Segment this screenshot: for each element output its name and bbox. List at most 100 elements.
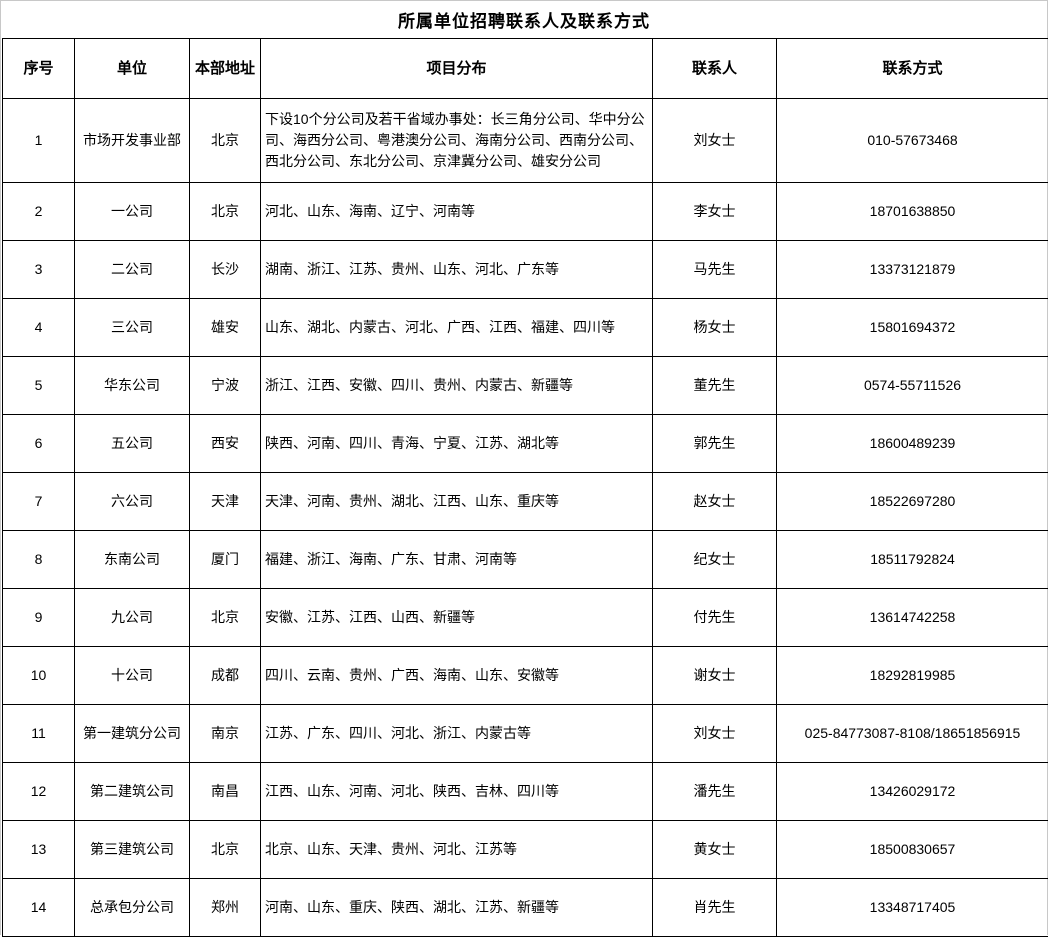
cell-no: 1 bbox=[3, 99, 75, 183]
cell-no: 10 bbox=[3, 647, 75, 705]
cell-contact: 肖先生 bbox=[653, 879, 777, 937]
cell-hq: 宁波 bbox=[190, 357, 261, 415]
cell-projects: 江西、山东、河南、河北、陕西、吉林、四川等 bbox=[261, 763, 653, 821]
cell-projects: 福建、浙江、海南、广东、甘肃、河南等 bbox=[261, 531, 653, 589]
cell-projects: 河北、山东、海南、辽宁、河南等 bbox=[261, 183, 653, 241]
cell-no: 8 bbox=[3, 531, 75, 589]
cell-projects: 四川、云南、贵州、广西、海南、山东、安徽等 bbox=[261, 647, 653, 705]
table-row: 9 九公司 北京 安徽、江苏、江西、山西、新疆等 付先生 13614742258 bbox=[3, 589, 1048, 647]
cell-unit: 五公司 bbox=[75, 415, 190, 473]
header-phone: 联系方式 bbox=[777, 39, 1048, 99]
cell-contact: 马先生 bbox=[653, 241, 777, 299]
cell-contact: 谢女士 bbox=[653, 647, 777, 705]
table-row: 8 东南公司 厦门 福建、浙江、海南、广东、甘肃、河南等 纪女士 1851179… bbox=[3, 531, 1048, 589]
cell-no: 11 bbox=[3, 705, 75, 763]
cell-contact: 潘先生 bbox=[653, 763, 777, 821]
cell-contact: 纪女士 bbox=[653, 531, 777, 589]
cell-hq: 北京 bbox=[190, 183, 261, 241]
cell-hq: 西安 bbox=[190, 415, 261, 473]
cell-phone: 18522697280 bbox=[777, 473, 1048, 531]
cell-hq: 厦门 bbox=[190, 531, 261, 589]
cell-contact: 黄女士 bbox=[653, 821, 777, 879]
cell-hq: 北京 bbox=[190, 589, 261, 647]
cell-unit: 十公司 bbox=[75, 647, 190, 705]
cell-contact: 刘女士 bbox=[653, 705, 777, 763]
table-row: 1 市场开发事业部 北京 下设10个分公司及若干省域办事处：长三角分公司、华中分… bbox=[3, 99, 1048, 183]
title-bar: 所属单位招聘联系人及联系方式 bbox=[1, 1, 1047, 38]
cell-contact: 赵女士 bbox=[653, 473, 777, 531]
cell-contact: 郭先生 bbox=[653, 415, 777, 473]
cell-phone: 18701638850 bbox=[777, 183, 1048, 241]
page-title: 所属单位招聘联系人及联系方式 bbox=[398, 7, 650, 32]
cell-phone: 18600489239 bbox=[777, 415, 1048, 473]
cell-unit: 二公司 bbox=[75, 241, 190, 299]
table-row: 3 二公司 长沙 湖南、浙江、江苏、贵州、山东、河北、广东等 马先生 13373… bbox=[3, 241, 1048, 299]
cell-unit: 总承包分公司 bbox=[75, 879, 190, 937]
cell-hq: 雄安 bbox=[190, 299, 261, 357]
table-row: 5 华东公司 宁波 浙江、江西、安徽、四川、贵州、内蒙古、新疆等 董先生 057… bbox=[3, 357, 1048, 415]
cell-contact: 刘女士 bbox=[653, 99, 777, 183]
cell-unit: 第一建筑分公司 bbox=[75, 705, 190, 763]
cell-projects: 北京、山东、天津、贵州、河北、江苏等 bbox=[261, 821, 653, 879]
cell-unit: 三公司 bbox=[75, 299, 190, 357]
cell-no: 9 bbox=[3, 589, 75, 647]
cell-contact: 杨女士 bbox=[653, 299, 777, 357]
cell-unit: 市场开发事业部 bbox=[75, 99, 190, 183]
cell-contact: 付先生 bbox=[653, 589, 777, 647]
table-row: 10 十公司 成都 四川、云南、贵州、广西、海南、山东、安徽等 谢女士 1829… bbox=[3, 647, 1048, 705]
cell-projects: 河南、山东、重庆、陕西、湖北、江苏、新疆等 bbox=[261, 879, 653, 937]
header-unit: 单位 bbox=[75, 39, 190, 99]
table-row: 4 三公司 雄安 山东、湖北、内蒙古、河北、广西、江西、福建、四川等 杨女士 1… bbox=[3, 299, 1048, 357]
cell-phone: 18292819985 bbox=[777, 647, 1048, 705]
cell-unit: 东南公司 bbox=[75, 531, 190, 589]
cell-unit: 第二建筑公司 bbox=[75, 763, 190, 821]
table-row: 11 第一建筑分公司 南京 江苏、广东、四川、河北、浙江、内蒙古等 刘女士 02… bbox=[3, 705, 1048, 763]
cell-projects: 下设10个分公司及若干省域办事处：长三角分公司、华中分公司、海西分公司、粤港澳分… bbox=[261, 99, 653, 183]
cell-hq: 长沙 bbox=[190, 241, 261, 299]
cell-unit: 一公司 bbox=[75, 183, 190, 241]
cell-contact: 董先生 bbox=[653, 357, 777, 415]
cell-no: 13 bbox=[3, 821, 75, 879]
table-row: 6 五公司 西安 陕西、河南、四川、青海、宁夏、江苏、湖北等 郭先生 18600… bbox=[3, 415, 1048, 473]
cell-phone: 13426029172 bbox=[777, 763, 1048, 821]
cell-phone: 18511792824 bbox=[777, 531, 1048, 589]
cell-projects: 天津、河南、贵州、湖北、江西、山东、重庆等 bbox=[261, 473, 653, 531]
cell-no: 6 bbox=[3, 415, 75, 473]
cell-phone: 0574-55711526 bbox=[777, 357, 1048, 415]
cell-no: 5 bbox=[3, 357, 75, 415]
table-row: 2 一公司 北京 河北、山东、海南、辽宁、河南等 李女士 18701638850 bbox=[3, 183, 1048, 241]
cell-no: 4 bbox=[3, 299, 75, 357]
cell-projects: 江苏、广东、四川、河北、浙江、内蒙古等 bbox=[261, 705, 653, 763]
cell-hq: 南昌 bbox=[190, 763, 261, 821]
header-row: 序号 单位 本部地址 项目分布 联系人 联系方式 bbox=[3, 39, 1048, 99]
cell-hq: 南京 bbox=[190, 705, 261, 763]
cell-phone: 010-57673468 bbox=[777, 99, 1048, 183]
cell-phone: 13348717405 bbox=[777, 879, 1048, 937]
cell-projects: 浙江、江西、安徽、四川、贵州、内蒙古、新疆等 bbox=[261, 357, 653, 415]
cell-no: 3 bbox=[3, 241, 75, 299]
cell-projects: 陕西、河南、四川、青海、宁夏、江苏、湖北等 bbox=[261, 415, 653, 473]
cell-phone: 13373121879 bbox=[777, 241, 1048, 299]
table-row: 13 第三建筑公司 北京 北京、山东、天津、贵州、河北、江苏等 黄女士 1850… bbox=[3, 821, 1048, 879]
cell-hq: 郑州 bbox=[190, 879, 261, 937]
cell-phone: 13614742258 bbox=[777, 589, 1048, 647]
cell-no: 12 bbox=[3, 763, 75, 821]
header-no: 序号 bbox=[3, 39, 75, 99]
cell-projects: 安徽、江苏、江西、山西、新疆等 bbox=[261, 589, 653, 647]
cell-unit: 六公司 bbox=[75, 473, 190, 531]
cell-projects: 山东、湖北、内蒙古、河北、广西、江西、福建、四川等 bbox=[261, 299, 653, 357]
cell-phone: 15801694372 bbox=[777, 299, 1048, 357]
table-row: 7 六公司 天津 天津、河南、贵州、湖北、江西、山东、重庆等 赵女士 18522… bbox=[3, 473, 1048, 531]
cell-no: 14 bbox=[3, 879, 75, 937]
cell-no: 7 bbox=[3, 473, 75, 531]
cell-contact: 李女士 bbox=[653, 183, 777, 241]
table-row: 14 总承包分公司 郑州 河南、山东、重庆、陕西、湖北、江苏、新疆等 肖先生 1… bbox=[3, 879, 1048, 937]
cell-hq: 北京 bbox=[190, 99, 261, 183]
header-hq: 本部地址 bbox=[190, 39, 261, 99]
cell-phone: 18500830657 bbox=[777, 821, 1048, 879]
cell-unit: 第三建筑公司 bbox=[75, 821, 190, 879]
cell-phone: 025-84773087-8108/18651856915 bbox=[777, 705, 1048, 763]
header-projects: 项目分布 bbox=[261, 39, 653, 99]
cell-projects: 湖南、浙江、江苏、贵州、山东、河北、广东等 bbox=[261, 241, 653, 299]
cell-hq: 北京 bbox=[190, 821, 261, 879]
